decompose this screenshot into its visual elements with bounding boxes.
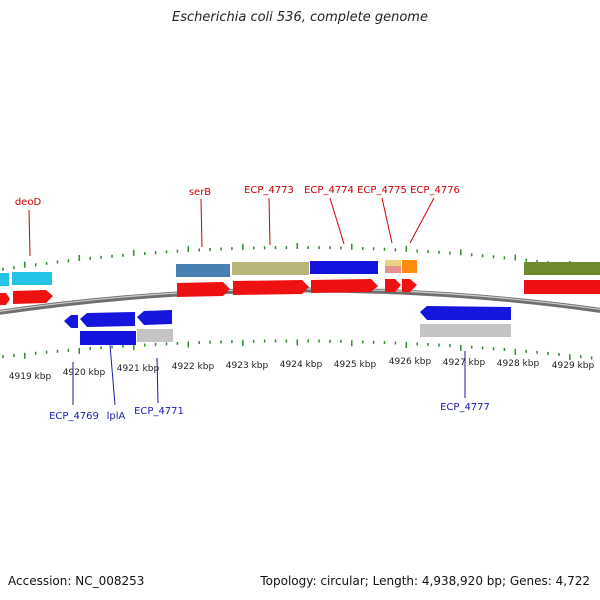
feature-box-ECP_4771[interactable] <box>137 329 173 342</box>
leader-line-ECP_4771 <box>156 357 159 404</box>
forward-gene-arrows <box>0 279 600 305</box>
gene-label-lplA[interactable]: lplA <box>107 411 126 422</box>
leader-line-ECP_4775 <box>381 197 393 244</box>
kbp-label: 4926 kbp <box>389 357 432 367</box>
gene-arrow-forward[interactable] <box>0 293 10 305</box>
kbp-label: 4920 kbp <box>63 368 106 378</box>
tick-row-top <box>2 243 593 271</box>
gene-arrow-reverse[interactable] <box>80 312 135 327</box>
leader-line-ECP_4776 <box>409 197 435 244</box>
kbp-label: 4925 kbp <box>334 360 377 370</box>
accession-text: Accession: NC_008253 <box>8 574 145 588</box>
gene-arrow-forward[interactable] <box>402 279 417 292</box>
gene-label-ECP_4775[interactable]: ECP_4775 <box>357 185 407 196</box>
gene-label-ECP_4769[interactable]: ECP_4769 <box>49 411 99 422</box>
gene-arrow-forward[interactable] <box>311 279 378 293</box>
feature-box-ECP_4776[interactable] <box>402 260 417 273</box>
genome-title: Escherichia coli 536, complete genome <box>172 10 428 25</box>
kbp-label: 4921 kbp <box>117 364 160 374</box>
kbp-label: 4919 kbp <box>9 372 52 382</box>
feature-box-ECP_4773[interactable] <box>232 262 309 275</box>
feature-box-ECP_4774[interactable] <box>310 261 378 274</box>
kbp-label: 4927 kbp <box>443 358 486 368</box>
gene-label-serB[interactable]: serB <box>189 187 211 198</box>
feature-box-lplA[interactable] <box>80 331 136 345</box>
gene-arrow-forward[interactable] <box>385 279 401 292</box>
forward-feature-row <box>0 260 600 286</box>
leader-line-deoD <box>28 209 31 257</box>
kbp-label: 4924 kbp <box>280 360 323 370</box>
feature-box-ECP_4777[interactable] <box>420 324 511 337</box>
tick-row-bottom <box>2 339 593 361</box>
genome-summary-text: Topology: circular; Length: 4,938,920 bp… <box>260 574 590 588</box>
forward-label-leaders <box>28 197 435 257</box>
reverse-gene-arrows <box>64 306 511 328</box>
gene-arrow-forward[interactable] <box>13 290 53 304</box>
gene-label-ECP_4774[interactable]: ECP_4774 <box>304 185 354 196</box>
gene-label-ECP_4773[interactable]: ECP_4773 <box>244 185 294 196</box>
reverse-feature-row <box>80 324 511 345</box>
gene-arrow-forward[interactable] <box>233 280 309 295</box>
gene-label-ECP_4776[interactable]: ECP_4776 <box>410 185 460 196</box>
gene-label-deoD[interactable]: deoD <box>15 197 42 208</box>
gene-label-ECP_4771[interactable]: ECP_4771 <box>134 406 184 417</box>
leader-line-lplA <box>109 344 116 406</box>
forward-gene-labels: deoD serB ECP_4773 ECP_4774 ECP_4775 ECP… <box>15 185 460 208</box>
feature-box-right[interactable] <box>524 262 600 275</box>
kbp-label: 4923 kbp <box>226 361 269 371</box>
feature-box-deoD-left[interactable] <box>0 273 9 286</box>
kbp-label: 4929 kbp <box>552 361 595 371</box>
reverse-label-leaders <box>72 344 466 406</box>
feature-box-ECP_4775-top[interactable] <box>385 260 401 266</box>
kbp-label-row: 4919 kbp 4920 kbp 4921 kbp 4922 kbp 4923… <box>9 357 595 382</box>
feature-box-ECP_4775-bottom[interactable] <box>385 266 401 273</box>
feature-box-serB[interactable] <box>176 264 230 277</box>
kbp-label: 4928 kbp <box>497 359 540 369</box>
reverse-gene-labels: ECP_4769 lplA ECP_4771 ECP_4777 <box>49 402 490 422</box>
leader-line-ECP_4774 <box>329 197 345 245</box>
kbp-label: 4922 kbp <box>172 362 215 372</box>
leader-line-serB <box>200 198 203 248</box>
gene-label-ECP_4777[interactable]: ECP_4777 <box>440 402 490 413</box>
leader-line-ECP_4773 <box>268 197 271 246</box>
gene-arrow-reverse[interactable] <box>420 306 511 320</box>
gene-arrow-reverse[interactable] <box>137 310 172 325</box>
gene-arrow-forward[interactable] <box>177 282 230 297</box>
gene-box-forward[interactable] <box>524 280 600 294</box>
gene-arrow-reverse[interactable] <box>64 315 78 328</box>
feature-box-deoD[interactable] <box>12 272 52 285</box>
